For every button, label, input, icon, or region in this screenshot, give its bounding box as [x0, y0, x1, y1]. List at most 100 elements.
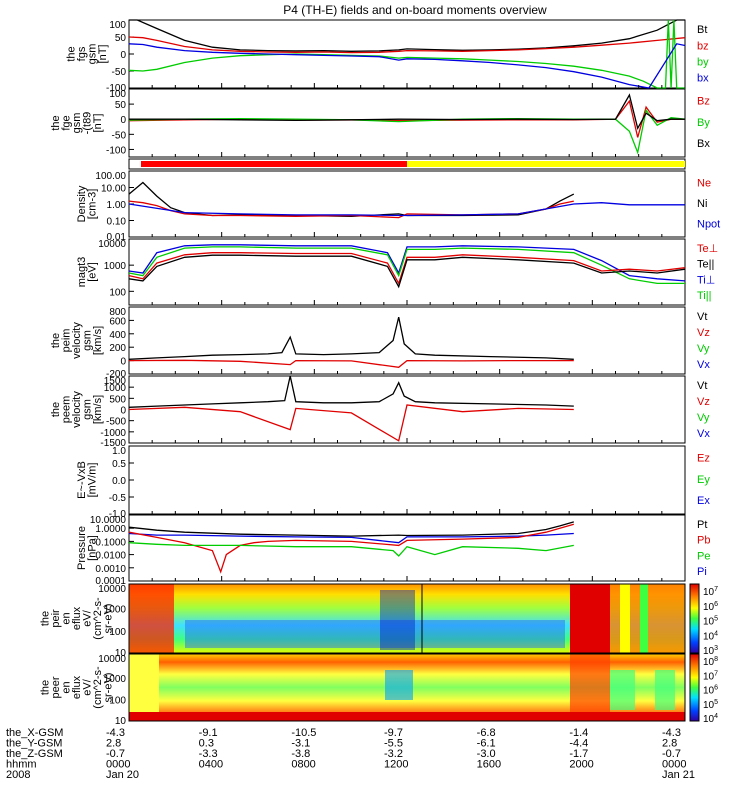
legend-entry: Vt	[697, 311, 707, 323]
y-tick-label: -100	[106, 145, 126, 156]
y-axis-label: (cm^2-s-	[92, 666, 104, 709]
y-tick-label: 10	[115, 716, 127, 727]
y-tick-label: -50	[112, 130, 127, 141]
legend-entry: bz	[697, 40, 709, 52]
y-axis-label: Pressure	[76, 526, 88, 570]
y-tick-label: 400	[109, 330, 126, 341]
colorbar-label: 106	[703, 601, 718, 613]
x-axis-value: -6.1	[477, 738, 496, 750]
y-axis-label: [nT]	[97, 45, 109, 64]
panel-frame	[128, 170, 686, 238]
y-tick-label: 200	[109, 343, 126, 354]
series-bx	[128, 43, 686, 89]
y-axis-label: Density	[76, 185, 88, 222]
panel-frame	[128, 19, 686, 89]
x-axis-value: 2.8	[106, 738, 121, 750]
y-axis-label: the	[50, 115, 62, 130]
series-Te⊥	[128, 252, 686, 286]
y-tick-label: -50	[112, 67, 127, 78]
y-tick-label: 0	[120, 406, 126, 417]
legend-entry: Ex	[697, 495, 710, 507]
y-tick-label: 0.0010	[95, 564, 126, 575]
x-axis-row-label: the_Z-GSM	[6, 748, 63, 760]
y-tick-label: 0.0100	[95, 551, 126, 562]
legend-entry: Bt	[697, 24, 707, 36]
y-axis-label: gsm	[82, 330, 94, 351]
x-axis-row-label: the_X-GSM	[6, 727, 63, 739]
x-axis-value: -9.1	[199, 727, 218, 739]
legend-entry: Vx	[697, 428, 710, 440]
y-axis-label: peim	[61, 329, 73, 353]
y-tick-label: 1500	[104, 376, 127, 387]
y-tick-label: 10	[115, 648, 127, 659]
x-axis-value: -1.7	[569, 748, 588, 760]
colorbar-label: 107	[703, 586, 718, 598]
colorbar-label: 105	[703, 616, 718, 628]
y-axis-label: eV/	[82, 609, 94, 626]
panel-temperature: 10000 1000 100 magt3[eV] Te⊥ Te|| Ti⊥ Ti||	[76, 238, 718, 306]
y-tick-label: -500	[106, 417, 126, 428]
y-tick-label: 100.00	[95, 171, 126, 182]
y-tick-label: 10.00	[101, 184, 126, 195]
legend-entry: Bz	[697, 96, 710, 108]
y-axis-label: -(t89	[82, 112, 94, 135]
colorbar-label: 106	[703, 685, 718, 697]
y-tick-label: 1.0	[112, 446, 126, 457]
y-axis-label: fge	[61, 115, 73, 130]
series-Vt	[128, 375, 574, 408]
y-axis-label: peir	[50, 609, 62, 628]
legend-entry: Vy	[697, 343, 710, 355]
panel-frame	[128, 445, 686, 515]
y-tick-label: 100	[109, 89, 126, 100]
y-tick-label: 800	[109, 307, 126, 318]
y-tick-label: 100	[109, 627, 126, 638]
y-tick-label: 0	[120, 115, 126, 126]
y-axis-label: gsm	[82, 399, 94, 420]
y-axis-label: gsm	[71, 113, 83, 134]
legend-entry: Ey	[697, 474, 710, 486]
series-Bx	[129, 93, 685, 131]
x-axis-value: 1200	[384, 759, 408, 771]
series-Npot	[128, 202, 685, 217]
series-Vz	[128, 404, 574, 442]
x-axis-table: the_X-GSM -4.3 -9.1 -10.5 -9.7 -6.8 -1.4 -4.3 th…	[6, 727, 695, 781]
y-axis-label: eV/	[82, 678, 94, 695]
y-tick-label: 50	[115, 33, 127, 44]
y-axis-label: [eV]	[86, 262, 98, 282]
y-axis-label: magt3	[76, 257, 88, 288]
legend-entry: by	[697, 56, 709, 68]
series-Vt	[128, 316, 574, 360]
x-axis-value: 0.3	[199, 738, 214, 750]
y-tick-label: 0.0001	[95, 576, 126, 587]
legend-entry: Ti||	[697, 290, 711, 302]
legend-entry: Vx	[697, 359, 710, 371]
y-tick-label: 0.01	[107, 232, 127, 243]
y-tick-label: 10000	[98, 584, 126, 595]
y-tick-label: -0.5	[109, 493, 127, 504]
peer-spectrogram	[128, 653, 686, 722]
y-tick-label: 1000	[104, 605, 127, 616]
series-Ti⊥	[128, 244, 686, 282]
y-axis-label: [mV/m]	[86, 463, 98, 498]
x-axis-value: -9.7	[384, 727, 403, 739]
peir-spectrogram	[128, 583, 686, 654]
peir-colorbar	[689, 583, 700, 654]
x-axis-value: -6.8	[477, 727, 496, 739]
legend-entry: By	[697, 117, 710, 129]
x-axis-value: -3.2	[384, 748, 403, 760]
y-axis-label: [nPa]	[86, 535, 98, 561]
y-axis-label: [km/s]	[92, 326, 104, 355]
legend-entry: Bx	[697, 138, 710, 150]
y-axis-label: the	[40, 611, 52, 626]
mode-bar-red-segment	[141, 161, 407, 167]
legend-entry: Pb	[697, 535, 710, 547]
series-Ti||	[128, 246, 685, 285]
x-axis-value: -3.0	[477, 748, 496, 760]
x-axis-value: -0.7	[106, 748, 125, 760]
legend-entry: Pi	[697, 566, 707, 578]
panel-efield: 1.0 0.5 0.0 -0.5 -1.0 E~-VxB[mV/m] Ez Ey Ex	[76, 445, 710, 520]
x-axis-value: -5.5	[384, 738, 403, 750]
